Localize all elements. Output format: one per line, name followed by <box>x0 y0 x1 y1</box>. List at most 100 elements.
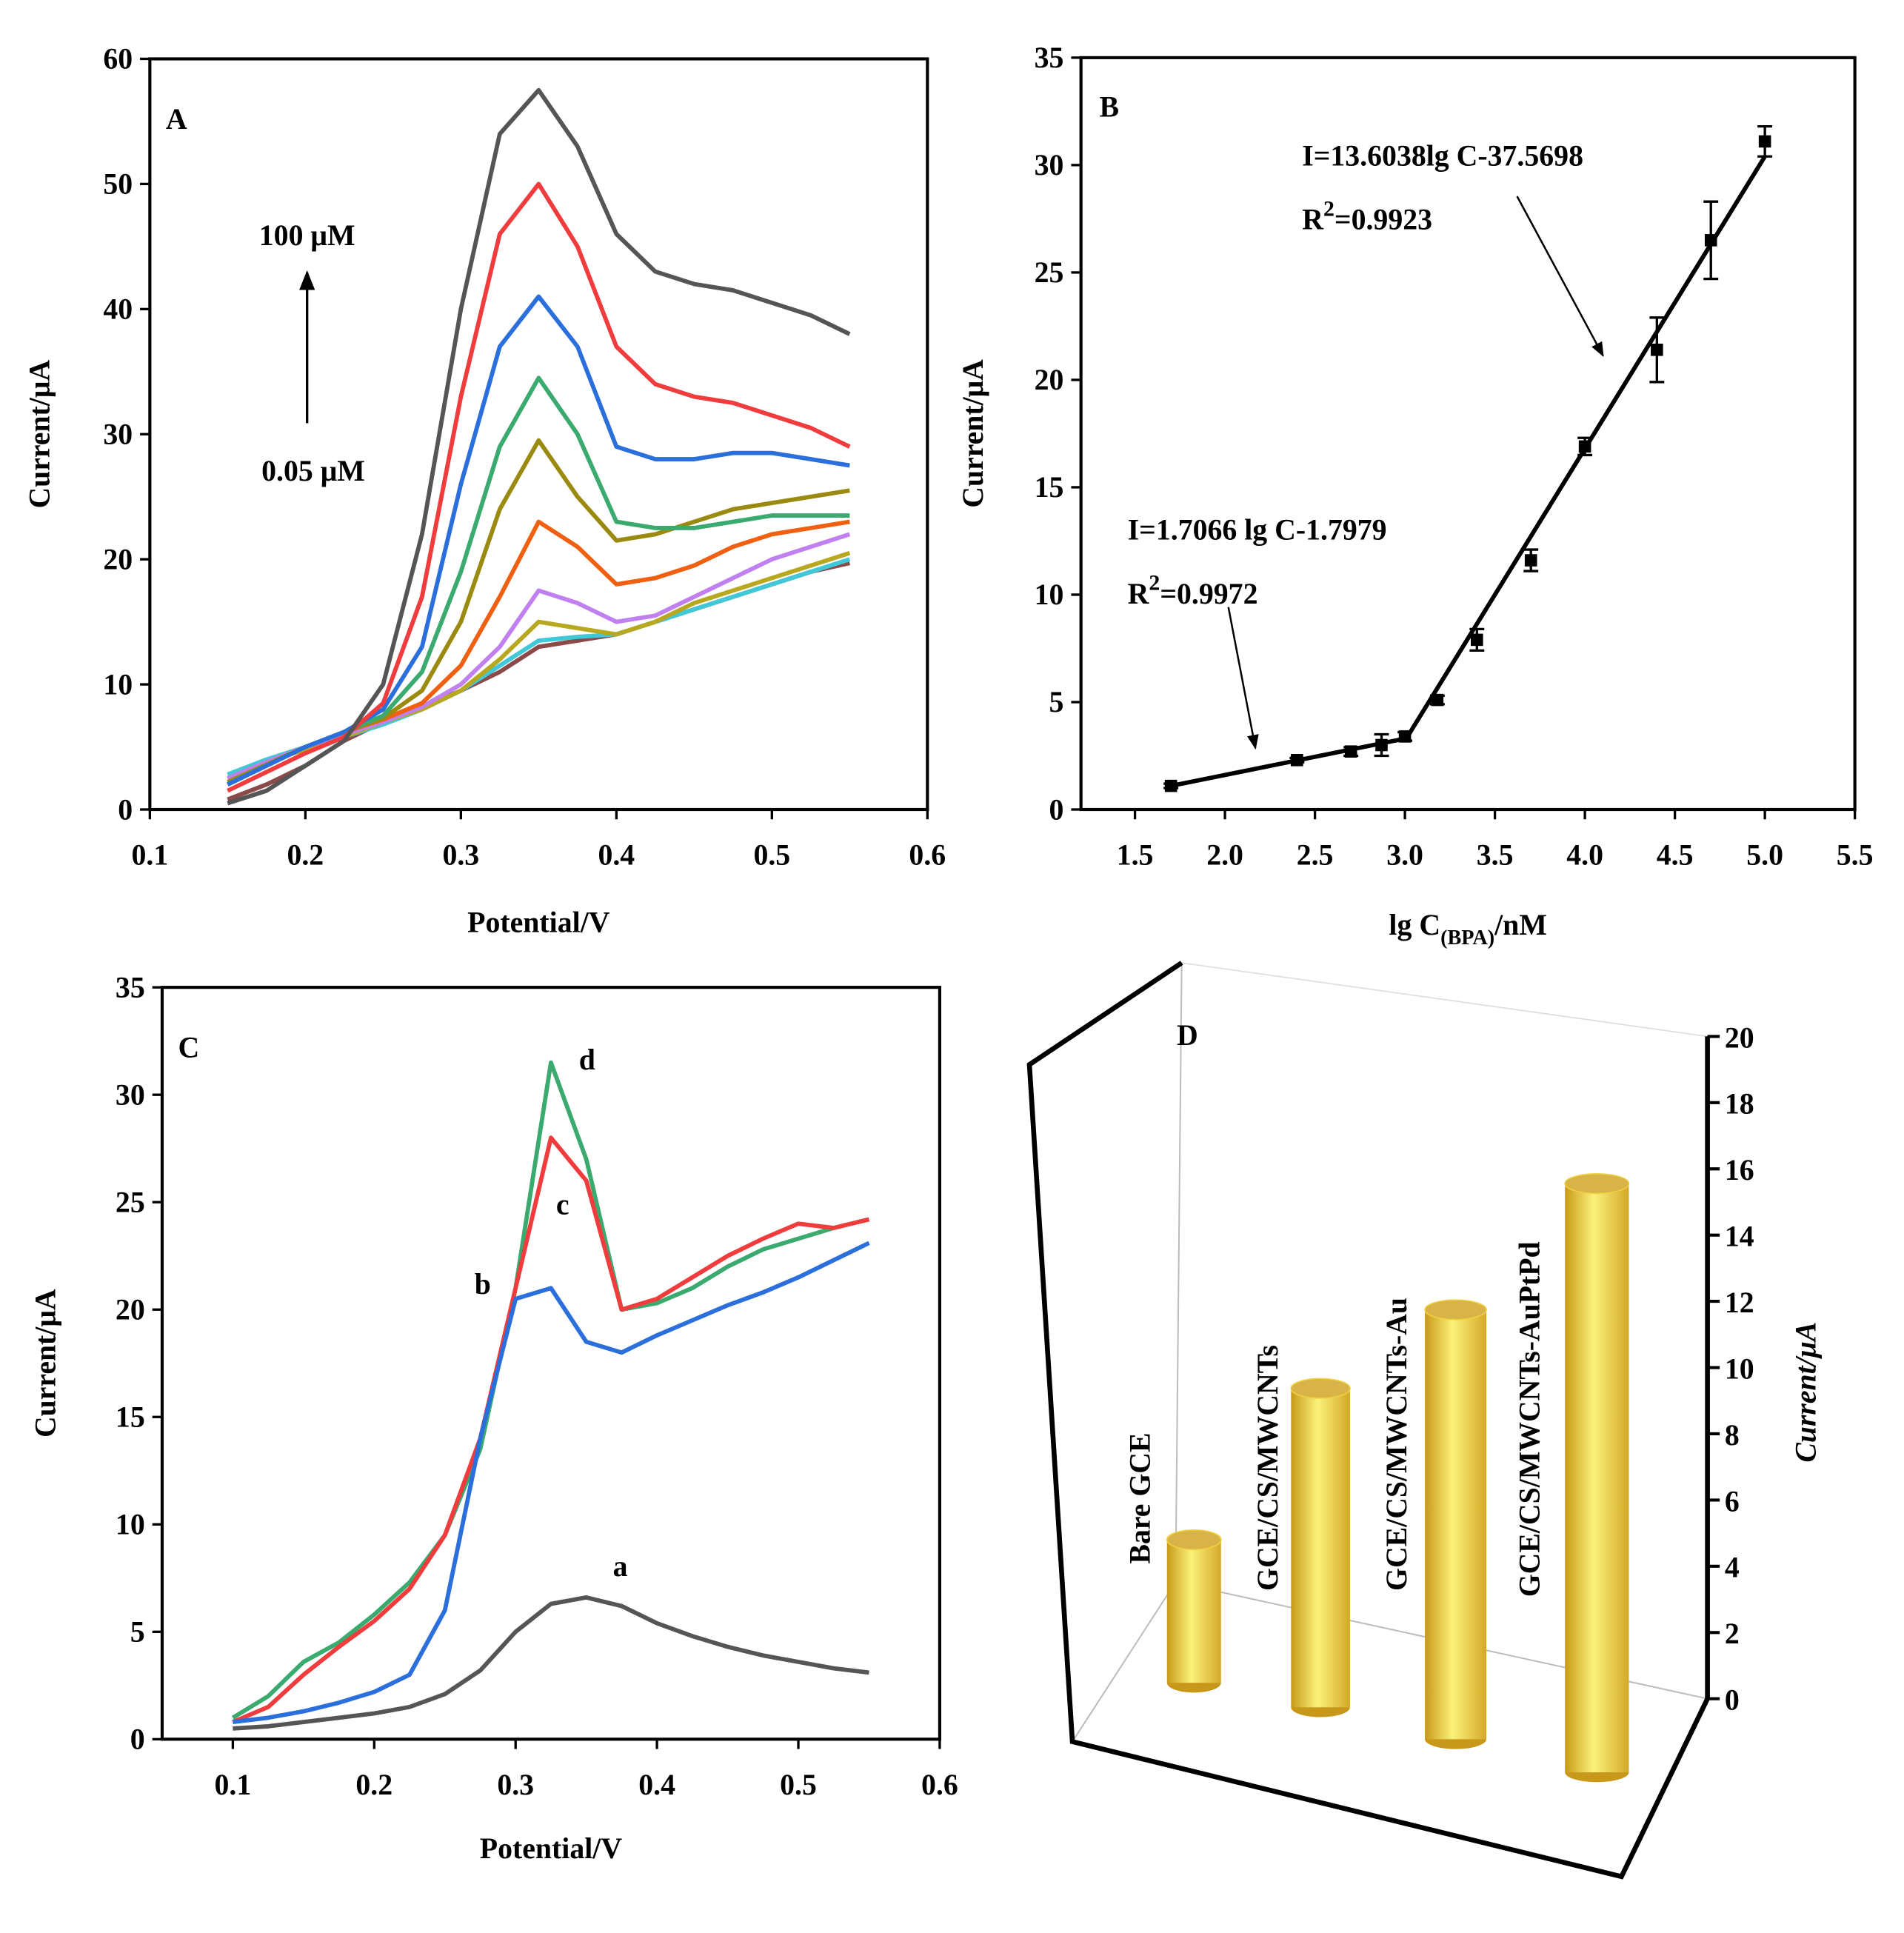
x-tick-label: 0.5 <box>780 1769 817 1801</box>
data-point <box>1471 633 1483 647</box>
curve-label: d <box>579 1044 595 1076</box>
y-tick-label: 60 <box>103 43 133 76</box>
data-point <box>1398 730 1412 743</box>
y-tick-label: 50 <box>103 168 133 201</box>
curve-label: a <box>613 1550 628 1583</box>
y-tick-label: 15 <box>1035 471 1064 504</box>
curve <box>227 87 851 806</box>
y-tick-label: 8 <box>1725 1419 1740 1452</box>
x-tick-label: 0.2 <box>287 839 324 872</box>
y-tick-label: 0 <box>1725 1684 1740 1717</box>
y-tick-label: 10 <box>1035 578 1064 611</box>
x-tick-label: 0.1 <box>131 839 168 872</box>
y-tick-label: 4 <box>1725 1552 1740 1584</box>
category-label: GCE/CS/MWCNTs-Au <box>1380 1298 1413 1591</box>
curve <box>231 1060 870 1720</box>
panel-letter: B <box>1100 90 1120 123</box>
data-point <box>1290 754 1303 767</box>
fit-line <box>1170 736 1406 788</box>
equation: I=1.7066 lg C-1.7979 <box>1128 514 1387 547</box>
curve-label: c <box>556 1189 569 1221</box>
r-squared: R2=0.9972 <box>1128 571 1258 610</box>
arrow <box>1516 196 1604 358</box>
r-squared-part: =0.9972 <box>1160 578 1257 610</box>
data-point <box>1578 440 1591 453</box>
bar <box>1565 1183 1629 1773</box>
x-axis-label-sub: (BPA) <box>1440 927 1494 949</box>
curve-label: b <box>475 1268 491 1301</box>
x-tick-label: 0.6 <box>909 839 946 872</box>
r-squared-part: =0.9923 <box>1335 204 1432 236</box>
r-squared-part: R <box>1302 204 1324 236</box>
y-tick-label: 10 <box>1725 1352 1754 1385</box>
y-tick-label: 5 <box>130 1616 145 1649</box>
r-squared-sup: 2 <box>1149 571 1160 595</box>
curve <box>232 1135 870 1724</box>
data-point <box>1344 745 1357 758</box>
r-squared-sup: 2 <box>1323 196 1335 221</box>
y-tick-label: 2 <box>1725 1617 1740 1650</box>
bar-top <box>1166 1529 1222 1551</box>
y-tick-label: 30 <box>116 1078 145 1111</box>
x-tick-label: 0.6 <box>921 1769 958 1801</box>
bar-top <box>1290 1378 1351 1399</box>
x-tick-label: 0.4 <box>638 1769 675 1801</box>
r-squared-part: R <box>1128 578 1150 610</box>
y-tick-label: 35 <box>116 971 145 1004</box>
y-tick-label: 25 <box>1035 256 1064 289</box>
x-tick-label: 5.5 <box>1837 839 1874 872</box>
y-tick-label: 25 <box>116 1186 145 1218</box>
y-axis-label: Current/μA <box>957 359 989 508</box>
x-tick-label: 0.3 <box>442 839 479 872</box>
x-tick-label: 4.0 <box>1566 839 1603 872</box>
curve <box>227 294 850 787</box>
x-axis-label-part: lg C <box>1389 909 1440 941</box>
data-point <box>1375 738 1388 752</box>
y-tick-label: 5 <box>1049 686 1064 718</box>
y-tick-label: 10 <box>116 1509 145 1541</box>
x-tick-label: 3.5 <box>1477 839 1514 872</box>
plot-frame <box>148 57 929 812</box>
x-tick-label: 0.4 <box>598 839 635 872</box>
x-axis-label: Potential/V <box>480 1832 623 1865</box>
y-axis-label: Current/μA <box>23 360 56 509</box>
panel-letter: A <box>166 103 187 136</box>
plot-frame <box>160 986 941 1741</box>
category-label: Bare GCE <box>1124 1433 1157 1564</box>
y-tick-label: 35 <box>1035 41 1064 74</box>
y-tick-label: 30 <box>103 418 133 451</box>
x-tick-label: 2.5 <box>1297 839 1334 872</box>
bar-top <box>1564 1173 1630 1195</box>
curve <box>233 1241 870 1725</box>
y-tick-label: 30 <box>1035 149 1064 181</box>
y-tick-label: 0 <box>1049 793 1064 826</box>
data-point <box>1651 344 1663 356</box>
annotation: 0.05 μM <box>261 455 365 487</box>
y-tick-label: 12 <box>1725 1286 1754 1319</box>
y-axis-label: Current/μA <box>30 1289 62 1438</box>
y-tick-label: 16 <box>1725 1154 1754 1186</box>
bar <box>1166 1540 1221 1683</box>
x-tick-label: 0.5 <box>753 839 790 872</box>
data-point <box>1704 234 1717 247</box>
curve <box>227 181 851 793</box>
x-tick-label: 0.3 <box>497 1769 534 1801</box>
x-axis-label: lg C(BPA)/nM <box>1389 909 1546 949</box>
data-point <box>1164 779 1178 792</box>
y-tick-label: 20 <box>116 1294 145 1326</box>
x-tick-label: 2.0 <box>1206 839 1243 872</box>
curve <box>227 438 850 784</box>
category-label: GCE/CS/MWCNTs <box>1252 1345 1284 1591</box>
y-axis-label: Current/μA <box>1790 1322 1823 1463</box>
x-tick-label: 0.1 <box>215 1769 252 1801</box>
y-tick-label: 14 <box>1725 1221 1754 1253</box>
y-tick-label: 10 <box>103 668 133 701</box>
r-squared: R2=0.9923 <box>1302 196 1432 236</box>
y-tick-label: 20 <box>103 543 133 575</box>
y-tick-label: 15 <box>116 1401 145 1434</box>
data-point <box>1431 693 1444 707</box>
curve <box>227 561 850 802</box>
x-axis-label-part: /nM <box>1494 909 1547 941</box>
x-tick-label: 3.0 <box>1386 839 1423 872</box>
